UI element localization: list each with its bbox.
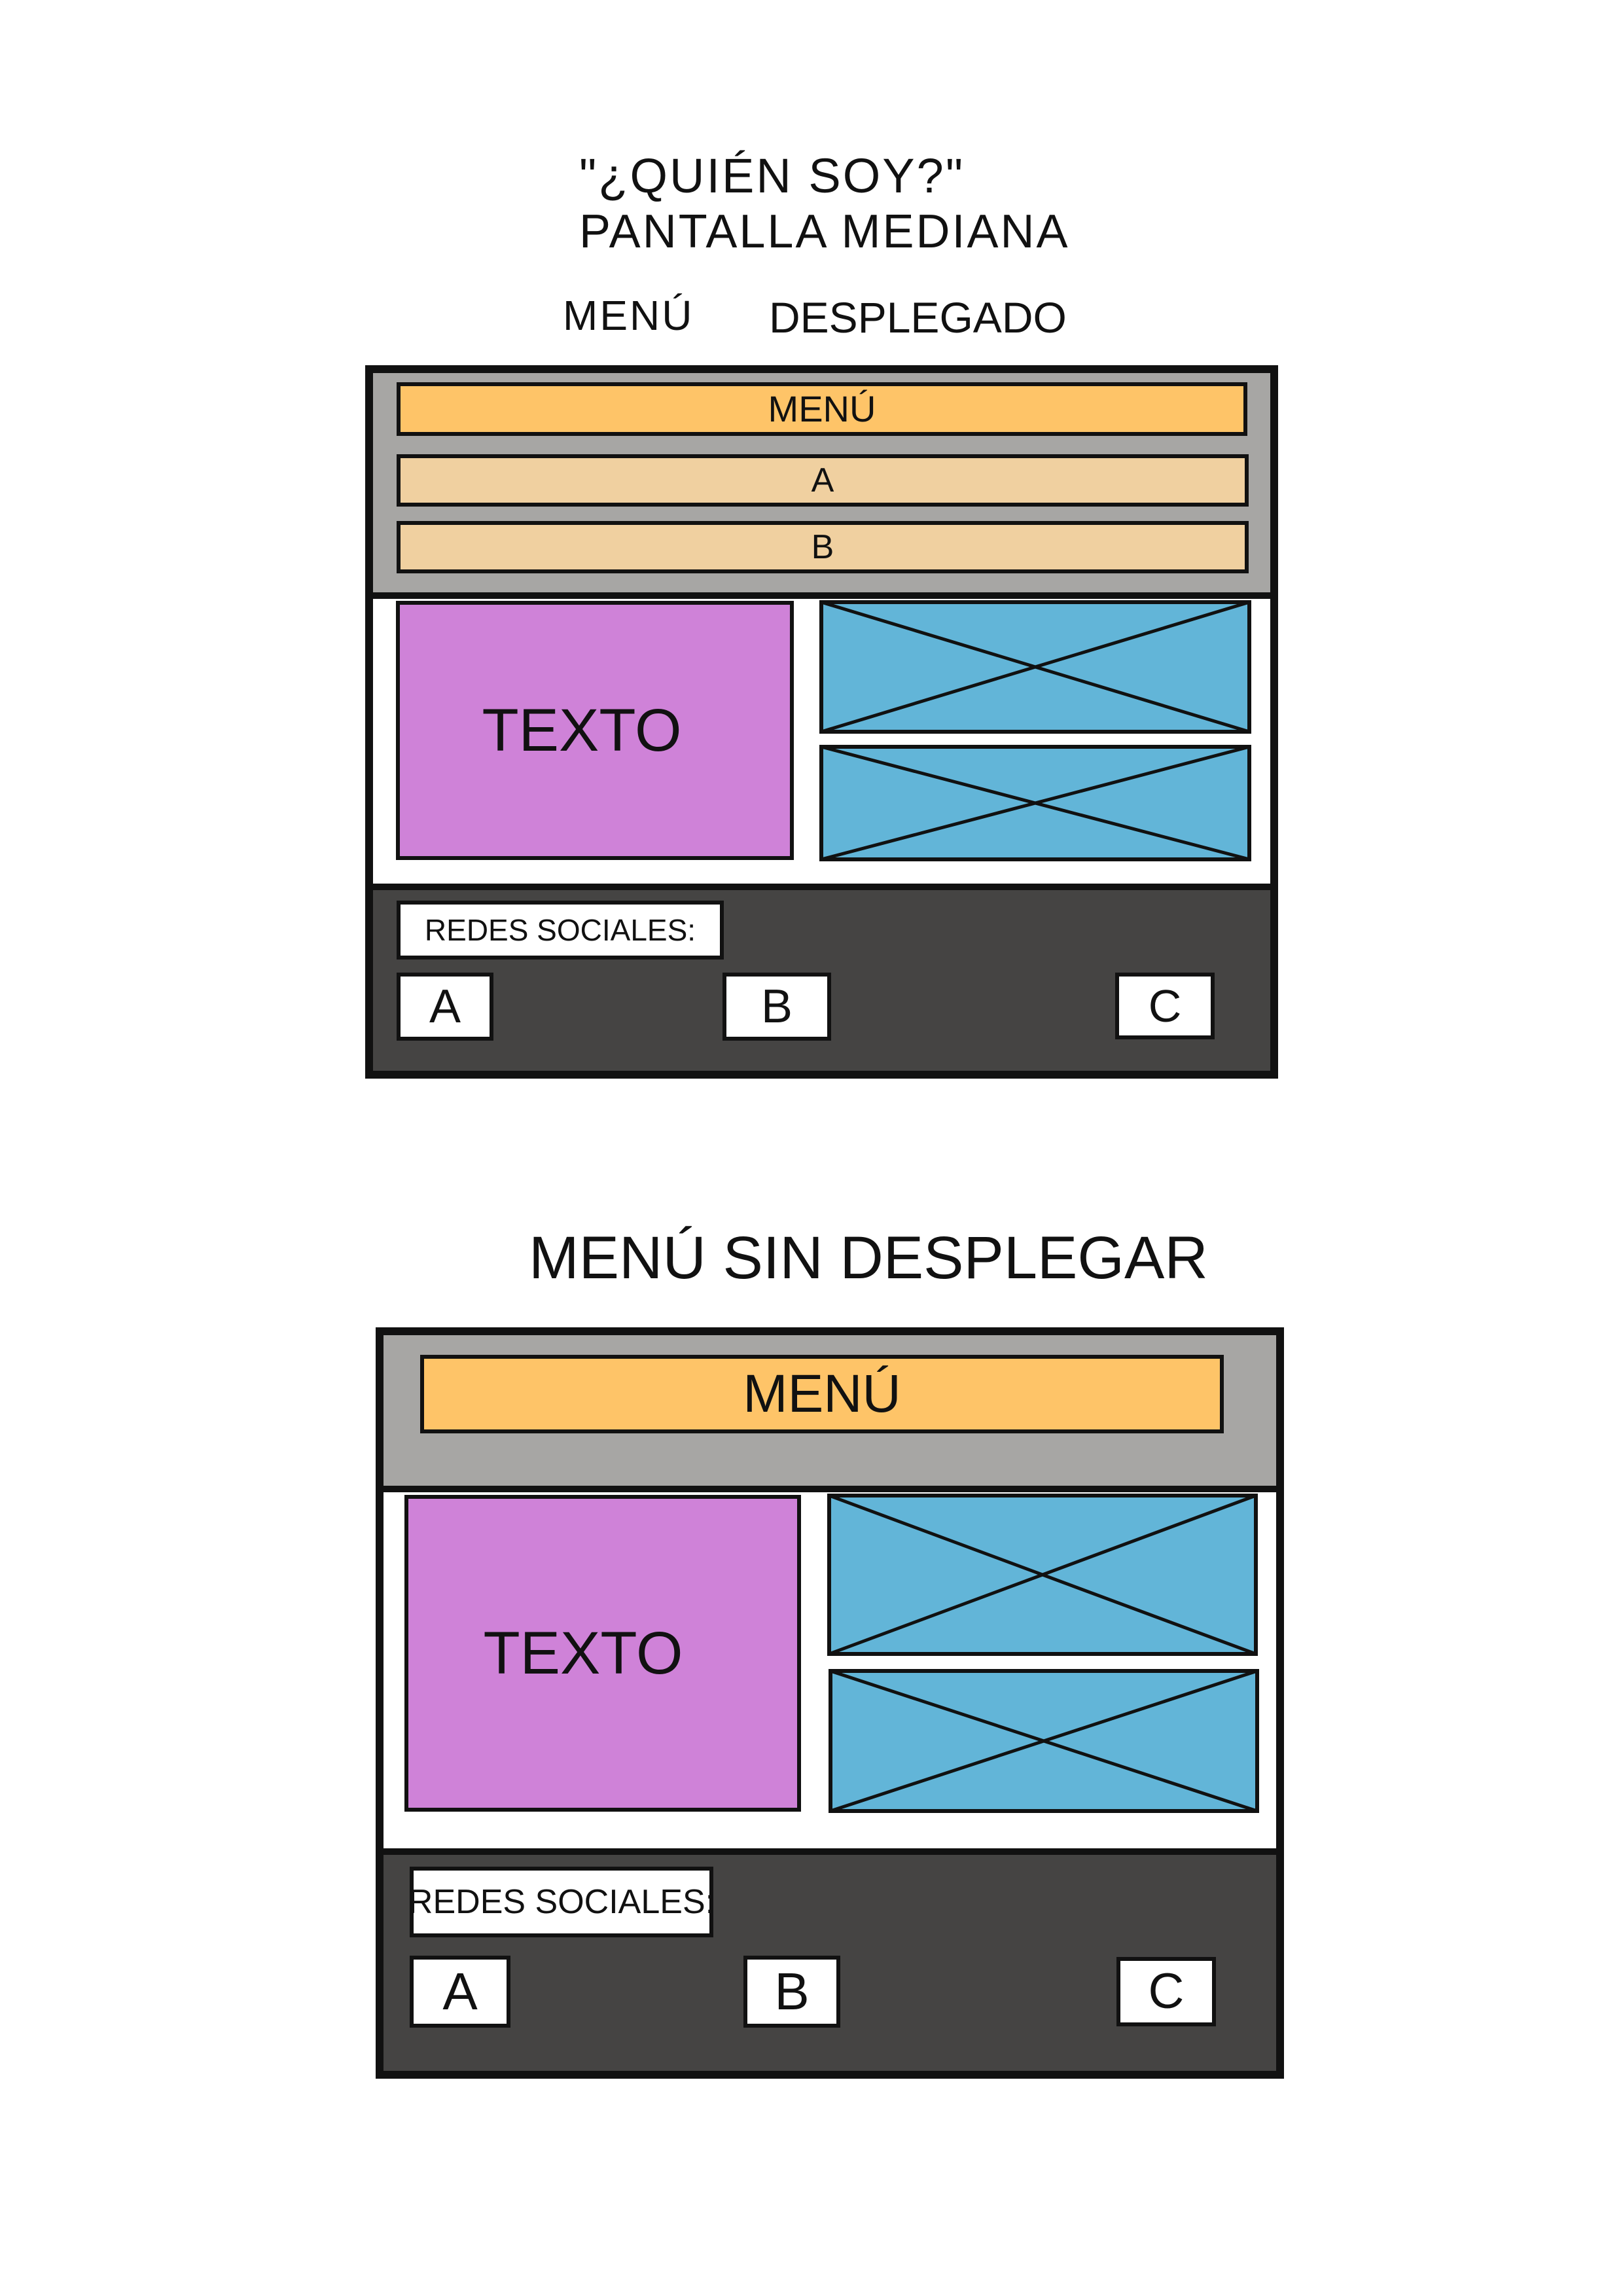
social-button-a[interactable]: A (410, 1956, 510, 2028)
collapsed-caption: MENÚ SIN DESPLEGAR (529, 1225, 1208, 1291)
menu-item-label: B (811, 528, 834, 566)
social-button-c[interactable]: C (1115, 973, 1215, 1039)
menu-item-label: A (811, 461, 834, 499)
social-button-label: C (1148, 1964, 1185, 2019)
social-label-text: REDES SOCIALES: (408, 1883, 715, 1921)
menu-button-label: MENÚ (768, 388, 876, 429)
page-subtitle: PANTALLA MEDIANA (579, 206, 1070, 258)
social-button-c[interactable]: C (1116, 1957, 1216, 2026)
expanded-caption-menu: MENÚ (563, 292, 694, 339)
image-placeholder-2 (829, 1669, 1259, 1813)
social-button-label: B (774, 1962, 810, 2020)
social-button-label: C (1148, 980, 1182, 1031)
expanded-caption-desplegado: DESPLEGADO (769, 293, 1067, 342)
social-button-b[interactable]: B (743, 1956, 840, 2028)
social-button-a[interactable]: A (397, 973, 493, 1041)
social-label-text: REDES SOCIALES: (424, 913, 696, 947)
text-block: TEXTO (404, 1495, 801, 1812)
image-placeholder-1 (819, 600, 1251, 734)
menu-button-label: MENÚ (743, 1364, 901, 1424)
image-placeholder-2 (819, 745, 1251, 861)
social-button-b[interactable]: B (722, 973, 831, 1041)
text-block-label: TEXTO (482, 697, 682, 764)
menu-item-b[interactable]: B (397, 521, 1249, 573)
social-button-label: B (760, 980, 793, 1033)
social-label: REDES SOCIALES: (397, 901, 724, 960)
menu-item-a[interactable]: A (397, 454, 1249, 507)
social-button-label: A (429, 980, 461, 1033)
image-placeholder-1 (827, 1494, 1258, 1656)
social-label: REDES SOCIALES: (408, 1867, 715, 1937)
page-title: "¿QUIÉN SOY?" (579, 149, 965, 203)
menu-button[interactable]: MENÚ (420, 1355, 1224, 1433)
text-block-label: TEXTO (483, 1620, 683, 1687)
social-button-label: A (442, 1962, 478, 2020)
menu-button[interactable]: MENÚ (397, 382, 1247, 436)
text-block: TEXTO (396, 601, 794, 860)
